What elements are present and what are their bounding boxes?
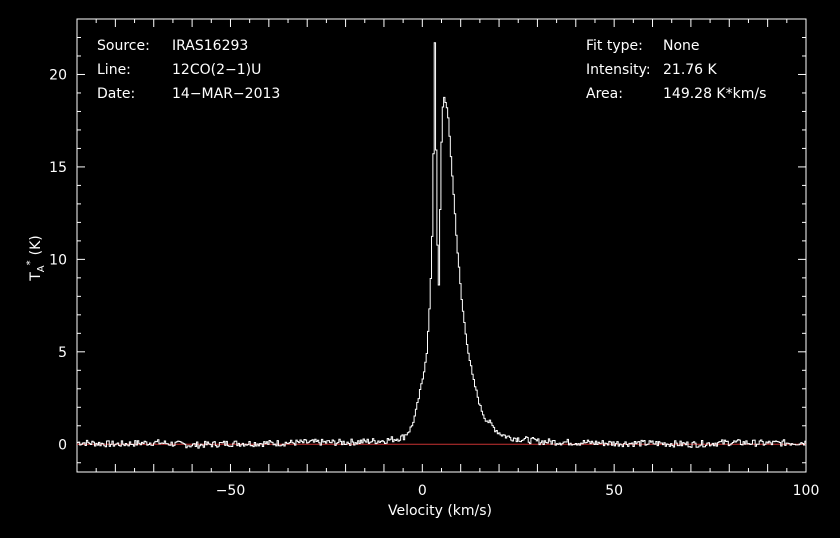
- info-source-key: Source:: [97, 38, 150, 54]
- info-fit-type-key: Fit type:: [586, 38, 643, 54]
- y-axis-label-main: T: [28, 272, 44, 282]
- svg-text:TA*(K): TA* (K): [25, 235, 47, 282]
- x-tick-label: 50: [605, 483, 623, 499]
- axis-ticks: [76, 18, 807, 472]
- x-tick-label: 0: [418, 483, 427, 499]
- y-axis-label-sub: A: [36, 265, 47, 272]
- info-fit-type-value: None: [663, 38, 700, 54]
- x-tick-label: 100: [793, 483, 820, 499]
- y-tick-label: 0: [58, 437, 67, 453]
- info-source-value: IRAS16293: [172, 38, 248, 54]
- y-tick-label: 20: [49, 67, 67, 83]
- info-line-value: 12CO(2−1)U: [172, 62, 261, 78]
- y-tick-label: 5: [58, 345, 67, 361]
- spectrum-line: [77, 42, 806, 449]
- info-date-value: 14−MAR−2013: [172, 86, 280, 102]
- info-intensity-key: Intensity:: [586, 62, 651, 78]
- y-tick-label: 15: [49, 160, 67, 176]
- info-left: Source: IRAS16293 Line: 12CO(2−1)U Date:…: [97, 38, 280, 102]
- x-tick-label: −50: [216, 483, 246, 499]
- axis-tick-labels: −50 0 50 100 0 5 10 15 20: [49, 67, 819, 499]
- y-axis-label-unit: (K): [28, 235, 44, 255]
- info-area-value: 149.28 K*km/s: [663, 86, 766, 102]
- x-axis-label: Velocity (km/s): [388, 503, 492, 519]
- y-axis-label: TA* (K): [25, 235, 47, 282]
- y-axis-label-sup: *: [25, 260, 36, 265]
- y-tick-label: 10: [49, 252, 67, 268]
- info-line-key: Line:: [97, 62, 131, 78]
- info-intensity-value: 21.76 K: [663, 62, 718, 78]
- info-area-key: Area:: [586, 86, 623, 102]
- info-right: Fit type: None Intensity: 21.76 K Area: …: [586, 38, 766, 102]
- info-date-key: Date:: [97, 86, 135, 102]
